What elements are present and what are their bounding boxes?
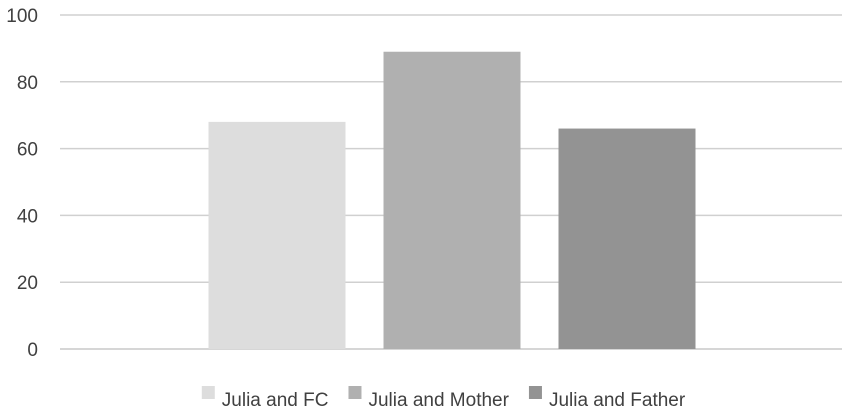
bar-julia-and-mother <box>383 51 521 350</box>
legend-swatch <box>201 386 215 399</box>
y-tick-label: 0 <box>27 340 38 361</box>
bars <box>208 51 696 350</box>
legend-label: Julia and Mother <box>368 390 509 410</box>
legend-label: Julia and FC <box>222 390 329 410</box>
legend: Julia and FC Julia and Mother Julia and Fa… <box>201 386 686 410</box>
bar-julia-and-father <box>558 128 696 349</box>
legend-swatch <box>528 386 542 399</box>
y-tick-label: 60 <box>17 140 38 161</box>
bar-julia-and-fc <box>208 121 346 349</box>
y-tick-label: 100 <box>6 6 38 27</box>
legend-swatch <box>348 386 362 399</box>
y-tick-label: 40 <box>17 206 38 227</box>
legend-label: Julia and Father <box>549 390 686 410</box>
y-axis-tick-labels: 0 20 40 60 80 100 <box>6 6 38 361</box>
y-tick-label: 20 <box>17 273 38 294</box>
y-tick-label: 80 <box>17 73 38 94</box>
